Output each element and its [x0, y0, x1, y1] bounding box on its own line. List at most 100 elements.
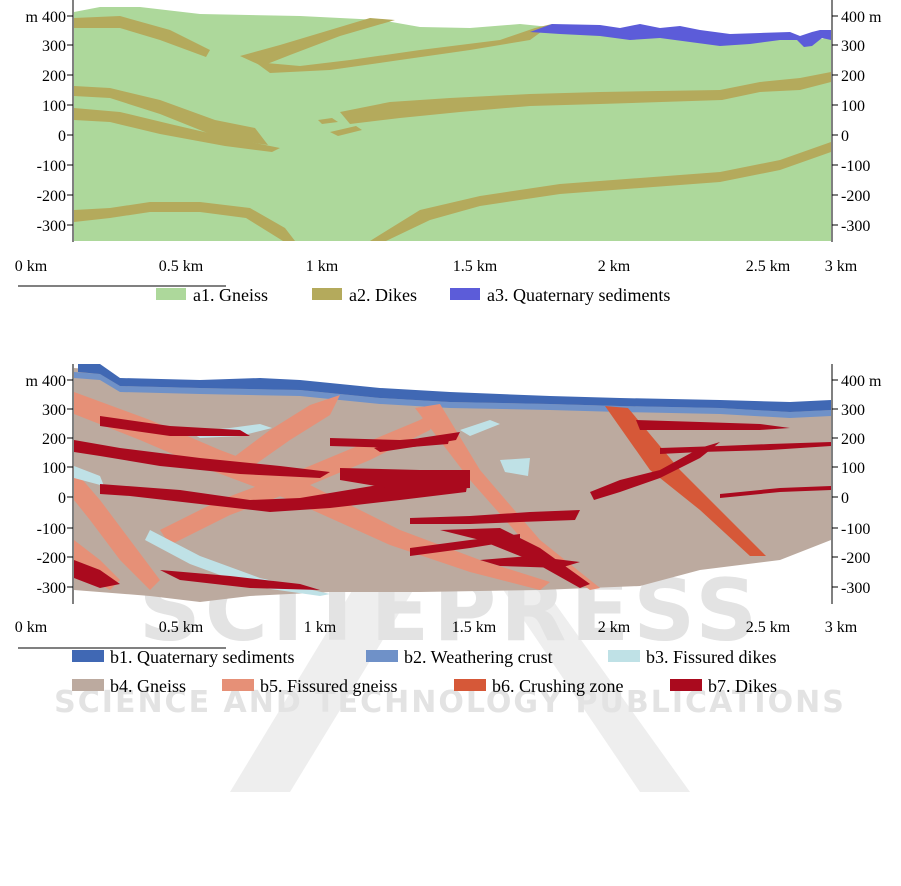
a-dike — [74, 108, 280, 152]
b-left-ticks — [67, 379, 73, 588]
b-dike — [100, 470, 470, 512]
b-legend-swatch-crust — [366, 650, 398, 662]
a-dike — [318, 118, 338, 124]
b-y-left-label: 0 — [58, 490, 66, 507]
b-dike — [590, 442, 720, 500]
b-legend-label: b2. Weathering crust — [404, 647, 553, 667]
b-y-left-label: 300 — [42, 402, 66, 419]
b-dike — [340, 468, 470, 490]
b-dike — [660, 442, 831, 454]
a-legend-swatch-gneiss — [156, 288, 186, 300]
a-y-right-label: -100 — [841, 158, 870, 175]
a-y-right-label: -300 — [841, 218, 870, 235]
a-y-left-label: 0 — [58, 128, 66, 145]
b-y-right-label: -100 — [841, 521, 870, 538]
b-dike — [374, 432, 460, 452]
b-y-right-label: 100 — [841, 460, 865, 477]
a-quaternary-sediments — [530, 24, 831, 47]
b-y-left-label: m 400 — [26, 373, 66, 390]
a-dike — [74, 202, 295, 241]
b-legend-label: b4. Gneiss — [110, 676, 186, 696]
a-y-left-label: 200 — [42, 68, 66, 85]
a-left-ticks — [67, 15, 73, 226]
a-x-label: 3 km — [825, 258, 858, 275]
a-y-right-label: 0 — [841, 128, 849, 145]
b-x-labels: 0 km 0.5 km 1 km 1.5 km 2 km 2.5 km 3 km — [15, 619, 858, 636]
b-x-label: 0 km — [15, 619, 48, 636]
a-y-right-label: 400 m — [841, 9, 882, 26]
a-x-labels: 0 km 0.5 km 1 km 1.5 km 2 km 2.5 km 3 km — [15, 258, 858, 275]
a-x-label: 2 km — [598, 258, 631, 275]
b-dike — [100, 416, 250, 436]
b-fissured-gneiss — [74, 470, 160, 590]
b-right-ticks — [832, 379, 838, 588]
a-y-left-label: -100 — [37, 158, 66, 175]
b-dikes — [74, 416, 831, 590]
b-dike — [74, 440, 330, 478]
a-y-left-label: -300 — [37, 218, 66, 235]
b-legend-swatch-fissured-gneiss — [222, 679, 254, 691]
b-crushing-zone — [605, 406, 766, 556]
b-y-right-label: 0 — [841, 490, 849, 507]
b-dike — [74, 560, 120, 588]
a-legend-swatch-dikes — [312, 288, 342, 300]
b-y-left-label: -300 — [37, 580, 66, 597]
a-x-label: 2.5 km — [746, 258, 791, 275]
b-legend-swatch-crushing-zone — [454, 679, 486, 691]
b-x-label: 1 km — [304, 619, 337, 636]
a-dike — [340, 72, 831, 124]
b-legend-label: b1. Quaternary sediments — [110, 647, 294, 667]
a-x-label: 1 km — [306, 258, 339, 275]
b-x-label: 1.5 km — [452, 619, 497, 636]
a-y-right-label: 300 — [841, 38, 865, 55]
b-fissured-gneiss — [230, 395, 340, 475]
a-y-left-labels: m 400 300 200 100 0 -100 -200 -300 — [26, 9, 66, 235]
b-y-right-labels: 400 m 300 200 100 0 -100 -200 -300 — [841, 373, 882, 597]
b-legend: b1. Quaternary sediments b2. Weathering … — [72, 647, 777, 696]
b-fissured-gneiss — [415, 404, 600, 590]
b-legend-label: b3. Fissured dikes — [646, 647, 777, 667]
a-y-right-label: 200 — [841, 68, 865, 85]
a-x-label: 0.5 km — [159, 258, 204, 275]
b-y-left-labels: m 400 300 200 100 0 -100 -200 -300 — [26, 373, 66, 597]
a-y-left-label: -200 — [37, 188, 66, 205]
a-right-ticks — [832, 15, 838, 226]
b-dike — [440, 528, 590, 588]
b-quaternary-sediments — [78, 364, 831, 412]
b-fissured-dike — [500, 458, 530, 476]
b-y-left-label: 100 — [42, 460, 66, 477]
b-x-label: 3 km — [825, 619, 858, 636]
a-dike — [74, 86, 268, 145]
watermark-logo-shape — [230, 462, 690, 792]
b-fissured-dike — [460, 420, 500, 436]
a-dike — [74, 16, 210, 57]
a-y-left-label: 300 — [42, 38, 66, 55]
b-y-left-label: -100 — [37, 521, 66, 538]
panel-a-section — [74, 7, 831, 241]
a-legend-label: a3. Quaternary sediments — [487, 285, 670, 305]
b-x-label: 2 km — [598, 619, 631, 636]
a-dike — [240, 18, 395, 66]
b-x-label: 2.5 km — [746, 619, 791, 636]
b-fissured-dike — [74, 466, 104, 486]
a-dikes — [74, 16, 831, 241]
a-legend-swatch-sediments — [450, 288, 480, 300]
b-y-left-label: -200 — [37, 550, 66, 567]
panel-a-axes — [18, 0, 838, 287]
b-legend-label: b5. Fissured gneiss — [260, 676, 398, 696]
b-y-right-label: 400 m — [841, 373, 882, 390]
b-x-label: 0.5 km — [159, 619, 204, 636]
a-dike — [255, 24, 552, 73]
b-legend-label: b7. Dikes — [708, 676, 777, 696]
a-y-left-label: 100 — [42, 98, 66, 115]
b-legend-swatch-fissured-dikes — [608, 650, 640, 662]
a-x-label: 1.5 km — [453, 258, 498, 275]
a-y-right-label: -200 — [841, 188, 870, 205]
a-dike — [330, 126, 362, 136]
a-legend-label: a2. Dikes — [349, 285, 417, 305]
a-y-right-labels: 400 m 300 200 100 0 -100 -200 -300 — [841, 9, 882, 235]
b-weathering-crust — [74, 372, 831, 418]
b-fissured-gneiss — [74, 392, 550, 590]
b-legend-swatch-gneiss — [72, 679, 104, 691]
